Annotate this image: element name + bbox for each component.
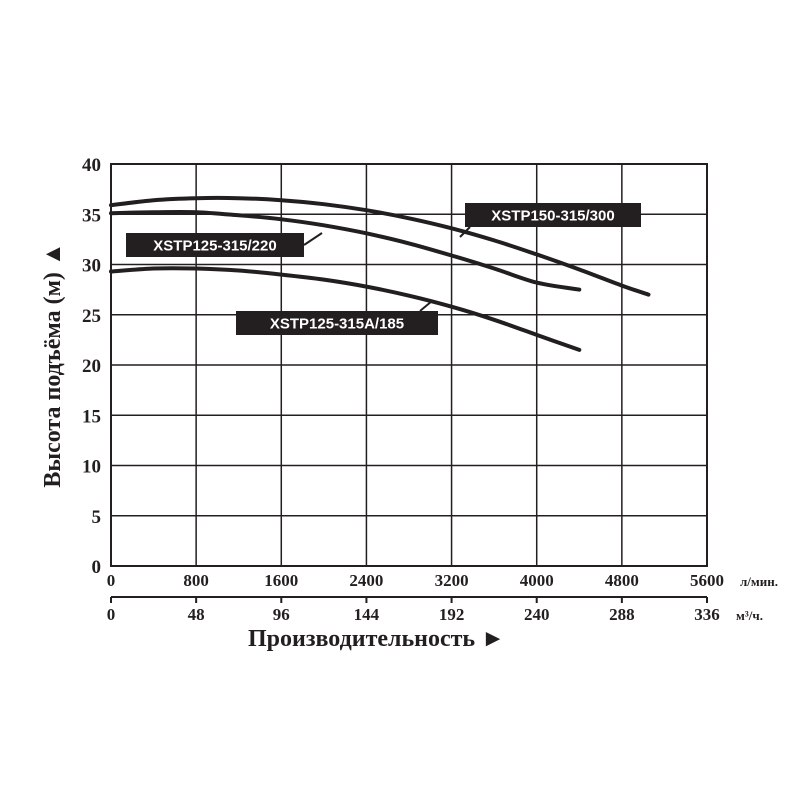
series-lines	[109, 195, 651, 352]
x2-tick-label: 192	[439, 605, 465, 624]
x-axis-title: Производительность ►	[248, 626, 505, 652]
x2-tick-label: 96	[273, 605, 290, 624]
y-tick-label: 35	[82, 205, 101, 226]
y-tick-label: 15	[82, 406, 101, 427]
series-label-xstp150-315-300: XSTP150-315/300	[459, 203, 641, 238]
label-text: XSTP150-315/300	[491, 208, 614, 225]
series-line-xstp150-315-300	[109, 195, 651, 297]
plot-frame	[110, 163, 708, 567]
x2-axis: 0 48 96 144 192 240 288 336	[107, 596, 720, 624]
x-tick-label: 5600	[690, 571, 724, 590]
x2-tick-label: 144	[354, 605, 380, 624]
x2-unit-label: м³/ч.	[736, 608, 763, 623]
series-line-xstp125-315a-185	[109, 266, 582, 352]
y-axis-title: Высота подъёма (м) ▲	[40, 242, 66, 487]
y-tick-label: 30	[82, 256, 101, 277]
x-tick-label: 1600	[264, 571, 298, 590]
y-tick-label: 25	[82, 306, 101, 327]
x2-tick-label: 48	[188, 605, 205, 624]
y-tick-label: 0	[92, 557, 102, 578]
x-tick-label: 3200	[435, 571, 469, 590]
y-tick-labels: 0 5 10 15 20 25 30 35 40	[82, 155, 101, 578]
series-label-xstp125-315-220: XSTP125-315/220	[126, 232, 323, 257]
label-leader-line	[419, 300, 433, 312]
x-unit-label: л/мин.	[740, 574, 778, 589]
x2-tick-label: 0	[107, 605, 116, 624]
x2-tick-label: 240	[524, 605, 550, 624]
label-text: XSTP125-315A/185	[270, 316, 404, 333]
series-labels: XSTP150-315/300 XSTP125-315/220 XSTP125-31…	[126, 203, 641, 335]
series-label-xstp125-315a-185: XSTP125-315A/185	[236, 300, 438, 335]
label-box	[236, 311, 438, 335]
label-leader-line	[459, 226, 471, 238]
x2-tick-label: 288	[609, 605, 635, 624]
y-tick-label: 10	[82, 457, 101, 478]
x-tick-label: 2400	[349, 571, 383, 590]
x-tick-label: 4800	[605, 571, 639, 590]
x-tick-label: 800	[183, 571, 209, 590]
y-tick-label: 40	[82, 155, 101, 176]
series-line-xstp125-315-220	[109, 209, 582, 292]
label-box	[126, 233, 304, 257]
y-tick-label: 5	[92, 507, 102, 528]
x-tick-label: 4000	[520, 571, 554, 590]
x-tick-labels: 0 800 1600 2400 3200 4000 4800 5600	[107, 571, 724, 590]
x-tick-label: 0	[107, 571, 116, 590]
y-tick-label: 20	[82, 356, 101, 377]
label-leader-line	[303, 232, 323, 246]
x2-tick-label: 336	[694, 605, 720, 624]
label-text: XSTP125-315/220	[153, 238, 276, 255]
label-box	[465, 203, 641, 227]
plot-border	[110, 163, 708, 567]
